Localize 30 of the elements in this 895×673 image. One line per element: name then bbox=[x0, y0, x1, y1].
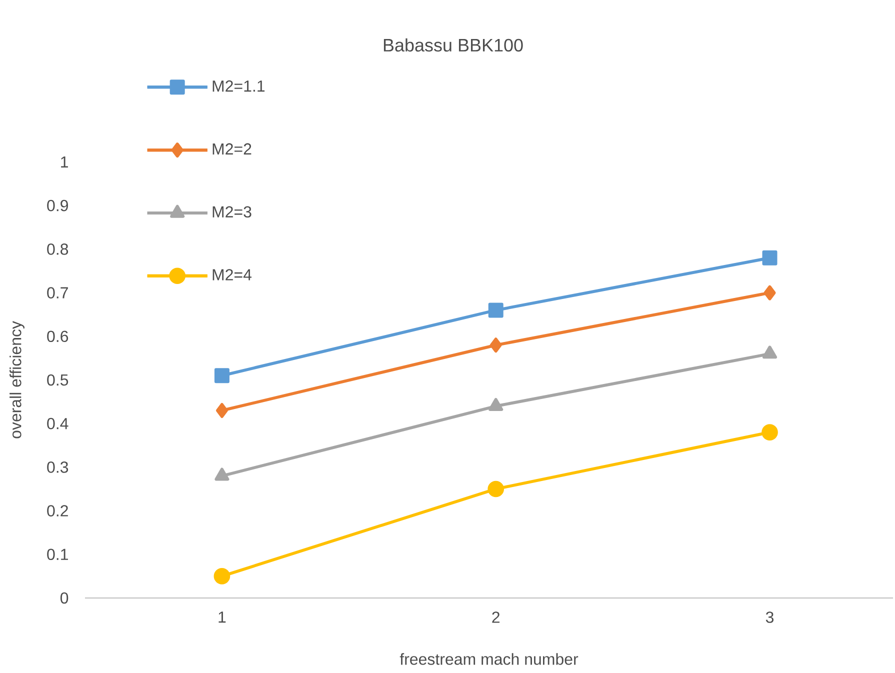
legend-label: M2=3 bbox=[212, 206, 252, 218]
y-tick-label: 0.7 bbox=[47, 287, 68, 298]
point bbox=[762, 424, 778, 440]
x-tick-label: 2 bbox=[492, 612, 500, 623]
point bbox=[214, 368, 230, 384]
y-tick-label: 0 bbox=[60, 592, 68, 604]
chart-title: Babassu BBK100 bbox=[384, 38, 523, 52]
x-tick-label: 1 bbox=[218, 612, 226, 623]
point bbox=[762, 250, 778, 266]
point bbox=[764, 285, 776, 300]
x-tick-label: 3 bbox=[766, 612, 774, 623]
legend-label: M2=2 bbox=[212, 143, 252, 154]
y-tick-label: 0.5 bbox=[47, 374, 68, 386]
y-tick-label: 0.2 bbox=[47, 505, 68, 516]
y-tick-label: 0.1 bbox=[47, 548, 68, 560]
point bbox=[214, 568, 230, 584]
x-axis-title: freestream mach number bbox=[400, 653, 578, 665]
y-tick-label: 0.9 bbox=[47, 200, 68, 212]
point bbox=[490, 338, 502, 353]
legend-label: M2=4 bbox=[212, 269, 252, 280]
y-axis-title: overall efficiency bbox=[10, 321, 24, 438]
y-tick-label: 0.8 bbox=[47, 244, 68, 255]
y-tick-label: 0.4 bbox=[47, 418, 68, 430]
y-tick-label: 0.3 bbox=[47, 462, 68, 473]
y-tick-label: 0.6 bbox=[47, 330, 68, 342]
y-tick-label: 1 bbox=[61, 156, 68, 168]
legend-label: M2=1.1 bbox=[212, 80, 265, 92]
point bbox=[216, 403, 228, 418]
point bbox=[488, 480, 504, 498]
point bbox=[488, 302, 504, 318]
